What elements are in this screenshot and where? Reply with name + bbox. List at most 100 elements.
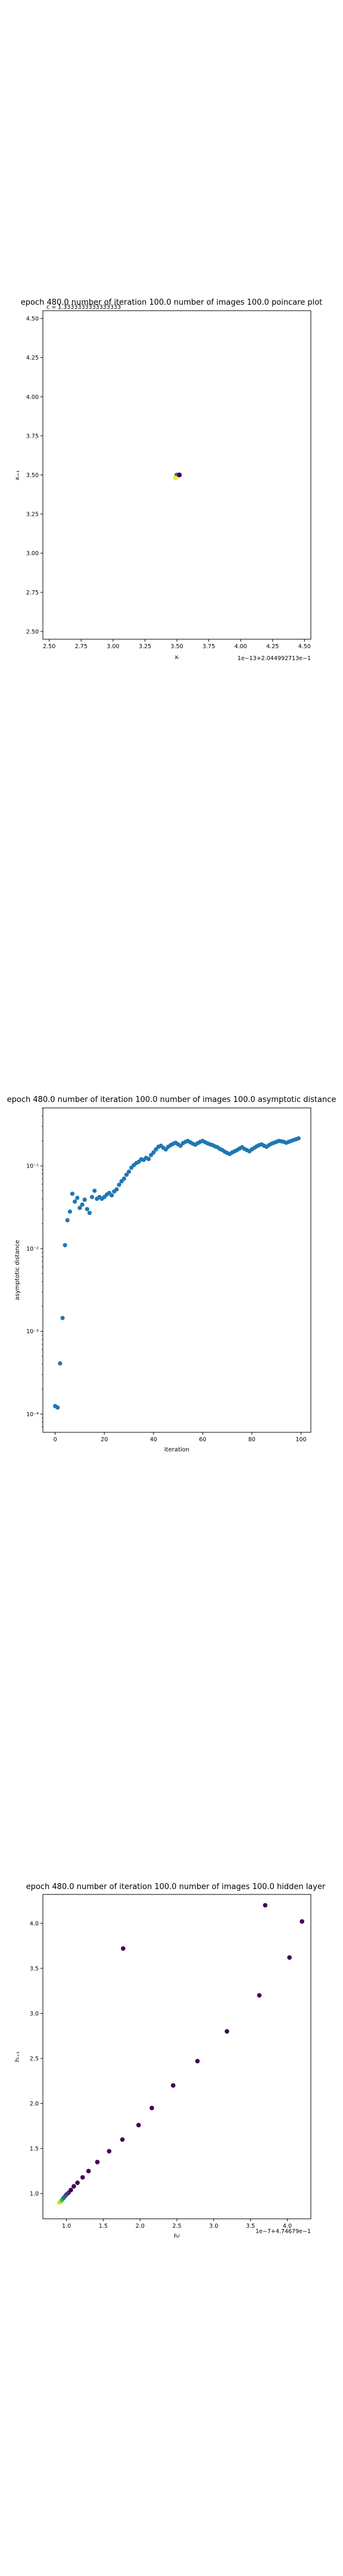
x-tick-label: 1.5 [99, 2223, 108, 2230]
scatter-point [65, 1218, 70, 1222]
y-tick-label: 10⁻⁴ [26, 1411, 39, 1418]
x-axis-label: iteration [164, 1447, 189, 1453]
scatter-point [120, 2137, 125, 2142]
points [57, 1903, 304, 2205]
y-tick-label: 2.50 [26, 628, 39, 635]
scatter-point [296, 1136, 301, 1141]
scatter-point [77, 1206, 82, 1210]
y-tick-label: 3.50 [26, 472, 39, 479]
x-tick-label: 3.0 [209, 2223, 218, 2230]
y-tick-label: 3.5 [30, 1965, 39, 1972]
x-tick-label: 4.0 [283, 2223, 292, 2230]
y-ticks: 10⁻⁴ 10⁻³ 10⁻² 10⁻¹ [26, 1107, 43, 1428]
scatter-point [87, 1210, 92, 1215]
y-tick-label: 2.75 [26, 590, 39, 596]
scatter-point [151, 1150, 156, 1155]
y-tick-label: 4.00 [26, 394, 39, 401]
y-axis-label: asymptotic distance [14, 1240, 21, 1300]
x-offset-text: 1e−7+4.74679e−1 [255, 2228, 311, 2235]
scatter-point [55, 1405, 60, 1410]
scatter-point [71, 2184, 76, 2189]
scatter-point [60, 1315, 65, 1320]
scatter-point [300, 1919, 304, 1924]
scatter-point [92, 1188, 97, 1193]
scatter-point [124, 1172, 129, 1177]
chart-title: epoch 480.0 number of iteration 100.0 nu… [21, 298, 323, 307]
scatter-point [224, 2029, 229, 2034]
y-tick-label: 3.75 [26, 433, 39, 439]
scatter-point [146, 1157, 151, 1162]
y-tick-label: 3.00 [26, 550, 39, 557]
scatter-point [171, 2083, 176, 2088]
scatter-point [136, 2123, 141, 2128]
scatter-point [109, 1193, 114, 1198]
scatter-point [173, 475, 178, 481]
y-tick-label: 1.0 [30, 2191, 39, 2197]
scatter-point [70, 1191, 75, 1196]
y-tick-label: 10⁻³ [26, 1329, 39, 1335]
y-tick-label: 3.25 [26, 512, 39, 518]
points [53, 1136, 301, 1410]
scatter-point [68, 2187, 73, 2193]
x-tick-label: 4.00 [235, 643, 247, 650]
scatter-point [126, 1169, 132, 1174]
scatter-point [263, 1903, 268, 1908]
x-ticks: 0 20 40 60 80 100 [54, 1432, 307, 1443]
x-tick-label: 1.0 [62, 2223, 71, 2230]
x-tick-label: 40 [150, 1436, 157, 1443]
x-tick-label: 3.25 [139, 643, 151, 650]
scatter-point [287, 1955, 292, 1960]
x-ticks: 2.50 2.75 3.00 3.25 3.50 3.75 4.00 4.25 4.50 [43, 639, 311, 650]
scatter-point [82, 1197, 87, 1202]
scatter-point [177, 472, 182, 478]
y-tick-label: 2.5 [30, 2056, 39, 2063]
asymptotic-distance-plot: epoch 480.0 number of iteration 100.0 nu… [7, 1095, 336, 1453]
scatter-point [75, 2180, 80, 2185]
chart-title: epoch 480.0 number of iteration 100.0 nu… [7, 1095, 336, 1104]
y-tick-label: 10⁻¹ [26, 1163, 39, 1170]
overlay-text: c = 1.3333333333333333 [46, 304, 121, 311]
plot-area [42, 1894, 311, 2219]
scatter-point [86, 2169, 91, 2174]
scatter-point [120, 1946, 126, 1951]
y-tick-label: 3.0 [30, 2011, 39, 2017]
scatter-point [80, 2175, 85, 2180]
y-ticks: 1.0 1.5 2.0 2.5 3.0 3.5 4.0 [30, 1921, 43, 2197]
x-tick-label: 0 [54, 1436, 57, 1443]
scatter-point [149, 2106, 154, 2110]
x-offset-text: 1e−13+2.044992713e−1 [238, 655, 311, 662]
x-tick-label: 3.75 [202, 643, 215, 650]
x-tick-label: 2.75 [75, 643, 88, 650]
x-ticks: 1.0 1.5 2.0 2.5 3.0 3.5 4.0 [62, 2219, 292, 2230]
scatter-point [80, 1202, 85, 1207]
y-tick-label: 4.25 [26, 355, 39, 361]
y-ticks: 2.50 2.75 3.00 3.25 3.50 3.75 4.00 4.25 4.50 [26, 316, 43, 635]
plot-area [42, 1107, 311, 1433]
points [173, 472, 182, 481]
x-tick-label: 3.50 [170, 643, 183, 650]
y-axis-label: xᵢ₊₁ [14, 470, 21, 481]
scatter-point [63, 1243, 67, 1247]
scatter-point [75, 1196, 80, 1200]
scatter-point [114, 1187, 119, 1192]
hidden-layer-plot: epoch 480.0 number of iteration 100.0 nu… [14, 1883, 326, 2240]
y-tick-label: 2.0 [30, 2101, 39, 2107]
scatter-point [67, 1209, 73, 1214]
x-tick-label: 100 [295, 1436, 306, 1443]
poincare-plot: epoch 480.0 number of iteration 100.0 nu… [14, 298, 323, 662]
scatter-point [107, 2148, 112, 2154]
x-tick-label: 2.0 [136, 2223, 145, 2230]
scatter-point [195, 2058, 200, 2064]
x-tick-label: 60 [199, 1436, 206, 1443]
x-tick-label: 4.25 [266, 643, 279, 650]
scatter-point [58, 1361, 63, 1366]
x-tick-label: 3.00 [107, 643, 119, 650]
y-tick-label: 10⁻² [26, 1246, 39, 1252]
scatter-point [257, 1993, 262, 1998]
scatter-point [95, 2160, 100, 2165]
scatter-point [121, 1176, 126, 1181]
x-tick-label: 2.50 [43, 643, 55, 650]
y-tick-label: 4.0 [30, 1921, 39, 1927]
scatter-point [89, 1194, 95, 1200]
x-tick-label: 2.5 [172, 2223, 181, 2230]
